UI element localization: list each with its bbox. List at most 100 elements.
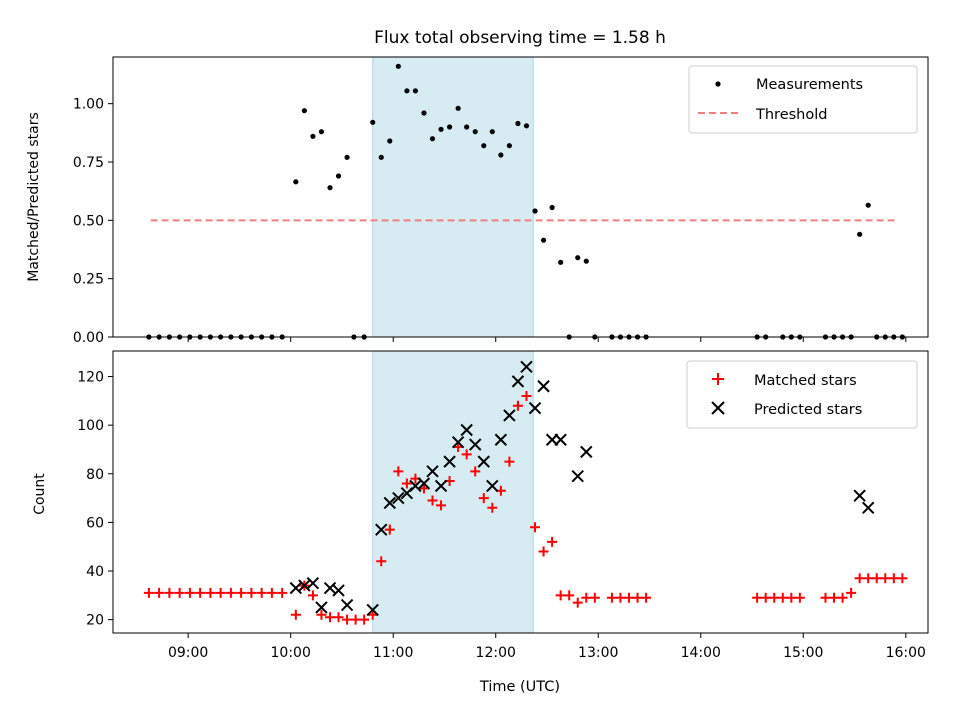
- measurement-point: [506, 143, 512, 149]
- matched-star-point: [461, 449, 472, 460]
- matched-star-point: [777, 592, 788, 603]
- predicted-star-point: [366, 603, 379, 617]
- matched-star-point: [470, 466, 481, 477]
- matched-star-point: [277, 587, 288, 598]
- matched-star-point: [863, 573, 874, 584]
- observing-span-shade: [372, 350, 534, 634]
- matched-star-point: [342, 614, 353, 625]
- matched-star-point: [427, 495, 438, 506]
- matched-star-point: [888, 573, 899, 584]
- y-tick-label: 0.25: [73, 272, 104, 288]
- matched-star-point: [290, 609, 301, 620]
- matched-star-point: [512, 400, 523, 411]
- predicted-star-point: [323, 581, 337, 595]
- matched-star-point: [205, 587, 216, 598]
- matched-star-point: [453, 442, 464, 453]
- bottom-legend: Matched stars Predicted stars: [686, 360, 918, 429]
- matched-star-point: [478, 493, 489, 504]
- legend-matched-label: Matched stars: [754, 373, 857, 389]
- measurement-point: [455, 105, 461, 111]
- matched-star-point: [174, 587, 185, 598]
- matched-star-point: [897, 573, 908, 584]
- y-tick-label: 1.00: [73, 97, 104, 113]
- matched-star-point: [615, 592, 626, 603]
- matched-star-point: [530, 522, 541, 533]
- predicted-star-point: [315, 601, 328, 614]
- bottom-panel: 20 40 60 80 100 120 09:00 10:00 11:00 12:00 13:00…: [32, 350, 929, 695]
- matched-star-point: [143, 587, 154, 598]
- predicted-star-point: [434, 479, 448, 493]
- measurement-point: [327, 185, 333, 191]
- matched-star-point: [820, 592, 831, 603]
- x-tick-label: 14:00: [681, 645, 721, 661]
- matched-star-point: [760, 592, 771, 603]
- predicted-star-point: [417, 477, 431, 490]
- y-tick-label: 100: [77, 418, 104, 434]
- x-tick-label: 09:00: [168, 645, 208, 661]
- matched-star-point: [564, 590, 575, 601]
- predicted-star-point: [486, 479, 499, 493]
- measurement-point: [421, 110, 427, 116]
- measurement-point: [395, 63, 401, 69]
- x-tick-label: 16:00: [886, 645, 926, 661]
- measurement-point: [301, 108, 307, 114]
- predicted-star-point: [306, 576, 320, 590]
- matched-star-point: [786, 592, 797, 603]
- measurement-point: [446, 124, 453, 130]
- x-tick-label: 13:00: [578, 645, 618, 661]
- y-tick-label: 120: [77, 370, 104, 386]
- legend-threshold-label: Threshold: [755, 107, 827, 123]
- measurement-point: [438, 126, 444, 132]
- matched-star-point: [794, 592, 805, 603]
- matched-star-point: [436, 500, 447, 511]
- measurement-point: [532, 208, 538, 214]
- measurement-point: [472, 129, 478, 135]
- matched-star-point: [752, 592, 763, 603]
- matched-star-point: [367, 609, 378, 620]
- measurement-point: [404, 88, 410, 94]
- matched-star-point: [418, 483, 429, 494]
- matched-star-point: [487, 502, 498, 513]
- bottom-y-axis-label: Count: [32, 473, 48, 515]
- matched-star-point: [236, 587, 247, 598]
- predicted-star-point: [494, 433, 508, 446]
- matched-star-point: [504, 456, 515, 467]
- legend-measurements-label: Measurements: [756, 77, 863, 93]
- x-tick-label: 11:00: [373, 645, 413, 661]
- predicted-star-point: [528, 401, 542, 415]
- measurement-point: [310, 133, 316, 139]
- measurement-point: [318, 129, 325, 135]
- measurement-point: [335, 173, 342, 179]
- matched-star-point: [154, 587, 165, 598]
- measurement-point: [464, 124, 470, 130]
- matched-star-point: [350, 614, 361, 625]
- x-tick-label: 12:00: [476, 645, 516, 661]
- measurement-point: [370, 119, 376, 125]
- x-tick-label: 10:00: [271, 645, 311, 661]
- matched-star-point: [307, 590, 318, 601]
- predicted-star-point: [477, 455, 490, 468]
- matched-star-point: [846, 587, 857, 598]
- matched-star-point: [547, 536, 558, 547]
- measurement-point: [378, 154, 384, 160]
- measurement-point: [481, 143, 487, 149]
- predicted-star-point: [537, 380, 550, 393]
- predicted-star-point: [392, 491, 405, 505]
- measurement-point: [549, 204, 555, 211]
- matched-star-point: [333, 612, 344, 623]
- predicted-star-point: [375, 523, 388, 536]
- x-axis-label: Time (UTC): [479, 679, 560, 695]
- predicted-star-point: [426, 465, 439, 478]
- predicted-star-point: [580, 445, 593, 459]
- measurement-point: [498, 152, 504, 158]
- y-tick-label: 0.50: [73, 213, 104, 229]
- predicted-star-point: [554, 433, 567, 446]
- observing-span-shade: [372, 56, 534, 338]
- matched-star-point: [215, 587, 226, 598]
- matched-star-point: [393, 466, 404, 477]
- matched-star-point: [880, 573, 891, 584]
- matched-star-point: [164, 587, 175, 598]
- matched-star-point: [623, 592, 634, 603]
- matched-star-point: [256, 587, 267, 598]
- top-plot-frame: [112, 56, 929, 338]
